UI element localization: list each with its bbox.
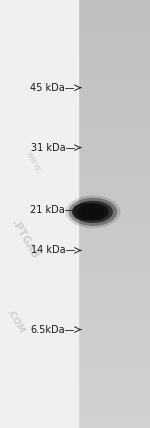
Ellipse shape: [81, 205, 105, 218]
Text: 6.5kDa—: 6.5kDa—: [31, 324, 75, 335]
Text: 45 kDa—: 45 kDa—: [30, 83, 75, 93]
Ellipse shape: [77, 203, 109, 221]
Ellipse shape: [69, 198, 117, 226]
Text: .PTGAB: .PTGAB: [9, 218, 39, 261]
Text: .COM: .COM: [4, 307, 26, 335]
Text: www.: www.: [23, 150, 43, 175]
Ellipse shape: [73, 201, 113, 223]
Ellipse shape: [72, 203, 99, 221]
Ellipse shape: [66, 195, 120, 229]
Text: 21 kDa—: 21 kDa—: [30, 205, 75, 215]
Text: 14 kDa—: 14 kDa—: [31, 245, 75, 256]
Text: 31 kDa—: 31 kDa—: [31, 143, 75, 153]
